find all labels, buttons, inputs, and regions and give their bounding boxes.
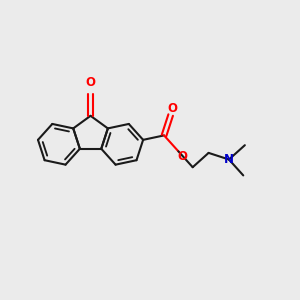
Text: O: O	[85, 76, 96, 89]
Text: O: O	[168, 102, 178, 115]
Text: O: O	[178, 150, 188, 163]
Text: N: N	[224, 153, 234, 166]
